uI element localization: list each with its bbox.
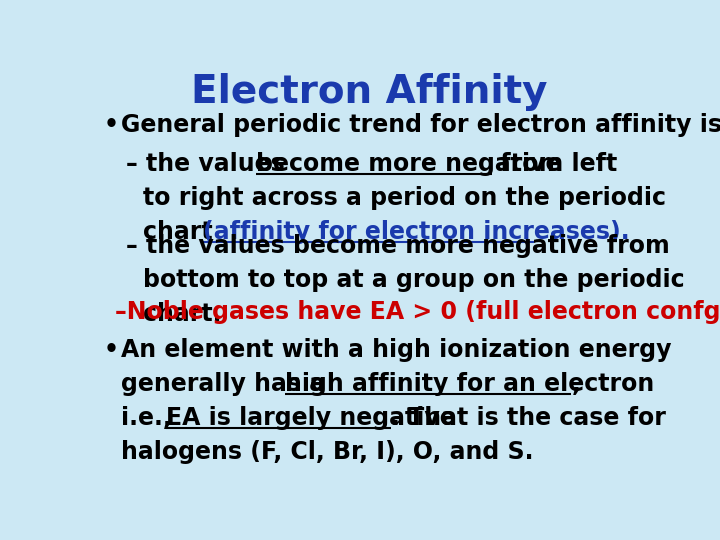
Text: ,: ,: [572, 372, 580, 396]
Text: •: •: [104, 113, 119, 137]
Text: –Noble gases have EA > 0 (full electron confg): –Noble gases have EA > 0 (full electron …: [115, 300, 720, 324]
Text: bottom to top at a group on the periodic: bottom to top at a group on the periodic: [143, 268, 685, 292]
Text: •: •: [104, 338, 119, 362]
Text: from left: from left: [492, 152, 618, 176]
Text: to right across a period on the periodic: to right across a period on the periodic: [143, 186, 666, 210]
Text: Electron Affinity: Electron Affinity: [191, 73, 547, 111]
Text: chart.: chart.: [143, 302, 222, 326]
Text: chart: chart: [143, 220, 221, 244]
Text: become more negative: become more negative: [256, 152, 561, 176]
Text: – the values become more negative from: – the values become more negative from: [126, 234, 670, 258]
Text: halogens (F, Cl, Br, I), O, and S.: halogens (F, Cl, Br, I), O, and S.: [121, 440, 534, 464]
Text: – the values: – the values: [126, 152, 293, 176]
Text: EA is largely negative: EA is largely negative: [166, 406, 456, 430]
Text: generally has a: generally has a: [121, 372, 333, 396]
Text: An element with a high ionization energy: An element with a high ionization energy: [121, 338, 671, 362]
Text: high affinity for an electron: high affinity for an electron: [285, 372, 654, 396]
Text: General periodic trend for electron affinity is: General periodic trend for electron affi…: [121, 113, 720, 137]
Text: (affinity for electron increases).: (affinity for electron increases).: [203, 220, 630, 244]
Text: i.e.,: i.e.,: [121, 406, 180, 430]
Text: . That is the case for: . That is the case for: [391, 406, 666, 430]
